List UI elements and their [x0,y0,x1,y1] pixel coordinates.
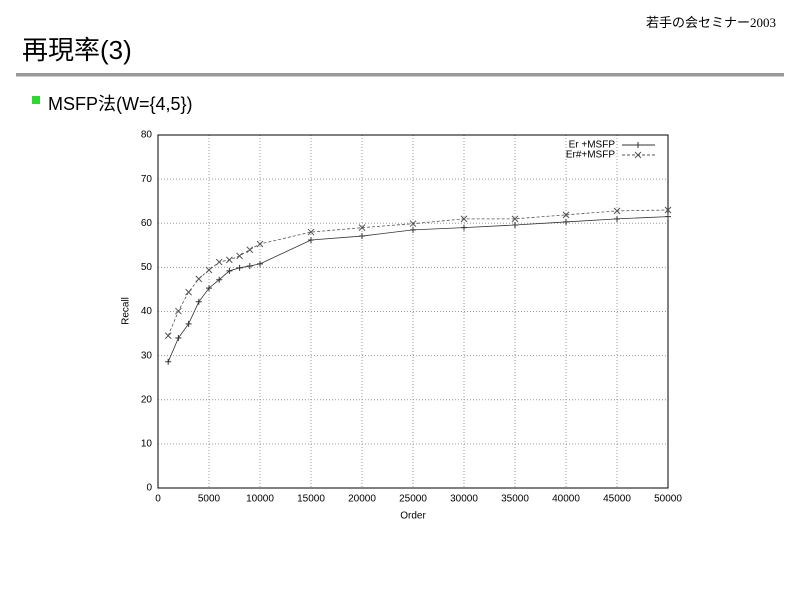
marker [165,358,172,365]
title-rule [16,73,784,77]
bullet-marker [32,96,40,104]
marker [164,332,172,340]
marker [410,226,416,233]
x-tick-label: 5000 [198,494,221,505]
x-tick-label: 50000 [654,494,682,505]
marker [236,252,243,260]
marker [226,267,233,274]
marker [236,264,243,271]
marker [460,215,468,223]
x-tick-label: 0 [155,494,161,505]
x-tick-label: 25000 [399,494,427,505]
marker [512,222,518,229]
legend-label: Er#+MSFP [566,150,616,161]
x-tick-label: 30000 [450,494,478,505]
marker [195,275,203,283]
bullet-text: MSFP法(W={4,5}) [48,94,193,114]
marker [215,258,223,266]
marker [256,240,264,248]
x-tick-label: 15000 [297,494,325,505]
legend-label: Er +MSFP [569,140,616,151]
marker [175,334,182,341]
marker [613,207,621,215]
y-tick-label: 80 [141,130,153,141]
x-tick-label: 10000 [246,494,274,505]
marker [308,237,314,244]
marker [307,228,315,236]
marker [614,215,620,222]
marker [664,206,672,214]
marker [511,215,519,223]
marker [562,211,570,219]
y-axis-label: Recall [121,297,132,325]
y-tick-label: 0 [146,483,152,494]
marker [246,246,254,254]
x-tick-label: 45000 [603,494,631,505]
marker [175,307,182,315]
marker [205,266,213,274]
marker [359,233,365,240]
x-tick-label: 20000 [348,494,376,505]
x-tick-label: 35000 [501,494,529,505]
y-tick-label: 70 [141,174,153,185]
marker [216,276,223,283]
y-tick-label: 60 [141,218,153,229]
series-line [167,216,669,362]
marker [246,263,253,270]
y-tick-label: 50 [141,262,153,273]
marker [195,298,202,305]
series-line [167,209,669,336]
marker [358,224,366,232]
marker [634,151,642,159]
y-tick-label: 30 [141,350,153,361]
marker [563,218,569,225]
marker [257,260,263,267]
marker [185,288,192,296]
marker [185,320,192,327]
x-axis-label: Order [400,511,426,522]
slide-title: 再現率(3) [22,35,132,65]
marker [461,224,467,231]
y-tick-label: 20 [141,394,153,405]
y-tick-label: 40 [141,306,153,317]
x-tick-label: 40000 [552,494,580,505]
marker [635,142,641,148]
marker [409,220,417,228]
plot-frame [157,134,669,489]
marker [226,256,233,264]
marker [206,285,212,292]
seminar-label: 若手の会セミナー2003 [645,15,776,30]
y-tick-label: 10 [141,439,153,450]
marker [665,213,671,220]
